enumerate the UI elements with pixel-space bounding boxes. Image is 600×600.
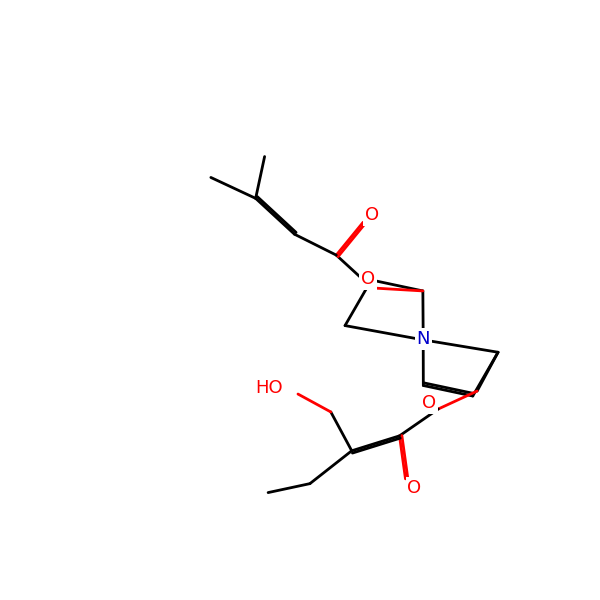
Text: O: O — [365, 206, 379, 224]
Text: O: O — [361, 270, 375, 288]
Text: O: O — [422, 394, 436, 412]
Text: O: O — [407, 479, 421, 497]
Text: N: N — [416, 330, 430, 348]
Text: HO: HO — [256, 379, 283, 397]
